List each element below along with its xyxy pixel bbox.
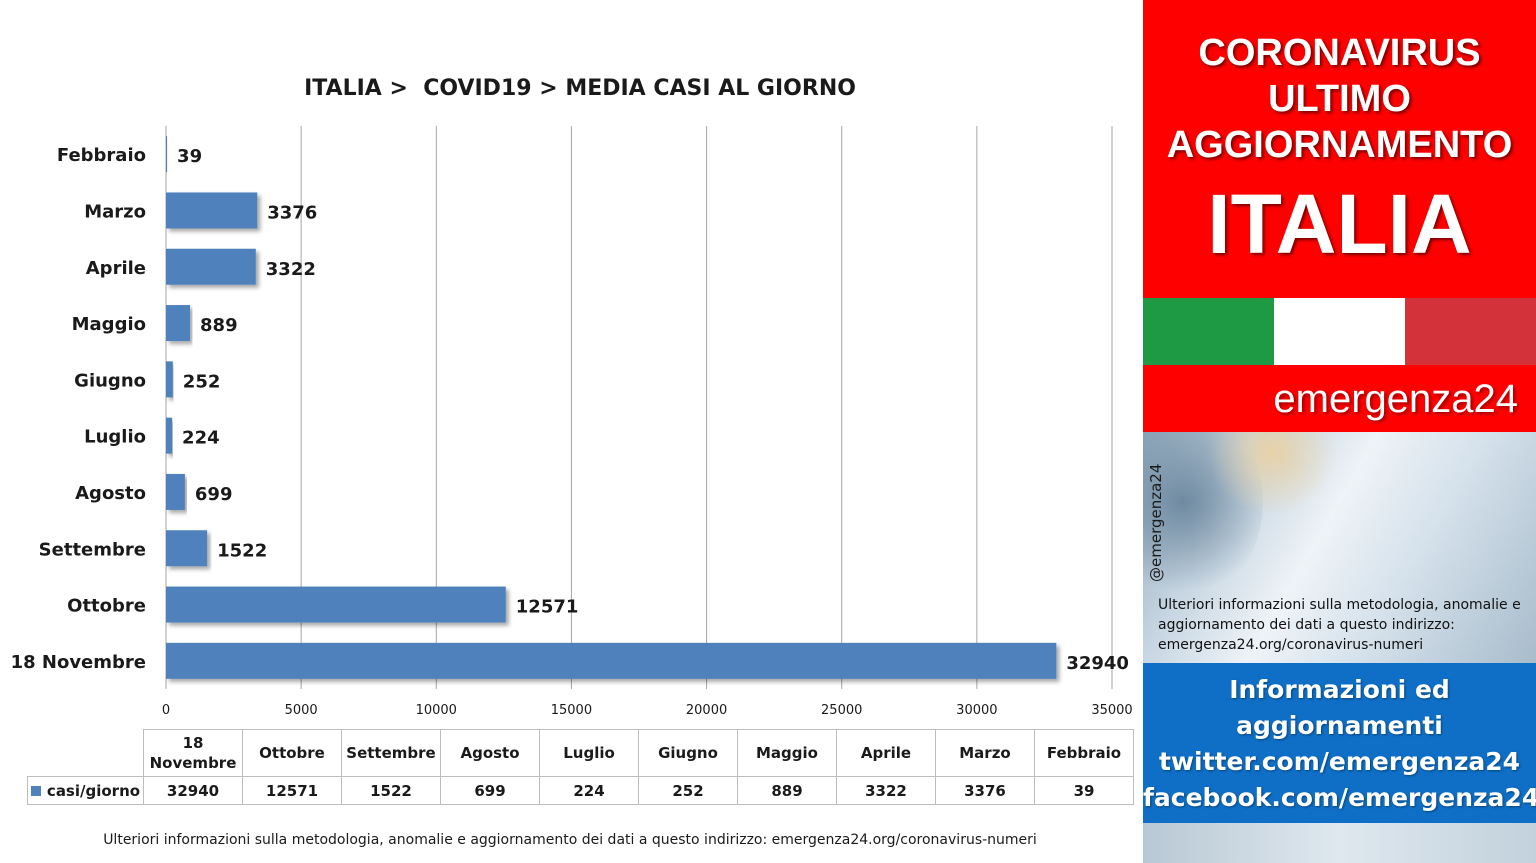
value-label: 224 — [182, 428, 220, 449]
headline-line-3: AGGIORNAMENTO — [1166, 124, 1513, 166]
bar — [166, 136, 168, 173]
value-label: 699 — [195, 484, 233, 505]
info-panel: Informazioni ed aggiornamenti twitter.co… — [1143, 663, 1536, 823]
table-column-header: Febbraio — [1034, 729, 1134, 777]
value-label: 12571 — [516, 597, 579, 618]
chart-area: ITALIA > COVID19 > MEDIA CASI AL GIORNO … — [10, 76, 1134, 848]
table-value-cell: 3376 — [935, 776, 1035, 805]
table-column-header: Maggio — [737, 729, 837, 777]
legend-swatch — [30, 786, 41, 796]
x-tick-label: 0 — [162, 703, 170, 718]
category-label: Giugno — [74, 370, 146, 391]
headline-country: ITALIA — [1207, 177, 1472, 271]
data-table: 18 Novembre Ottobre Settembre Agosto Luglio Gi… — [27, 729, 1134, 805]
table-column-header: Settembre — [341, 729, 441, 777]
category-label: Maggio — [72, 314, 146, 335]
chart-title: ITALIA > COVID19 > MEDIA CASI AL GIORNO — [304, 76, 856, 101]
legend-label: casi/giorno — [46, 781, 141, 800]
value-label: 1522 — [217, 540, 267, 561]
category-label: Settembre — [39, 539, 146, 560]
brand-panel: emergenza24 — [1143, 365, 1536, 432]
bar — [166, 417, 173, 454]
value-label: 252 — [183, 371, 221, 392]
x-tick-label: 5000 — [285, 703, 318, 718]
table-header-row: 18 Novembre Ottobre Settembre Agosto Luglio Gi… — [27, 729, 1134, 777]
sidebar: CORONAVIRUS ULTIMO AGGIORNAMENTO ITALIA … — [1143, 0, 1536, 863]
flag-red-stripe — [1405, 298, 1536, 365]
methodology-note: Ulteriori informazioni sulla metodologia… — [1158, 597, 1521, 653]
bar — [166, 361, 173, 398]
bar — [166, 530, 208, 567]
category-label: Febbraio — [57, 145, 146, 166]
bar — [166, 248, 256, 285]
headline-line-2: ULTIMO — [1268, 78, 1411, 120]
x-tick-label: 10000 — [416, 703, 457, 718]
info-line-1: Informazioni ed — [1229, 675, 1450, 704]
value-label: 889 — [200, 315, 238, 336]
headline-panel: CORONAVIRUS ULTIMO AGGIORNAMENTO ITALIA — [1143, 0, 1536, 298]
table-value-cell: 889 — [737, 776, 837, 805]
value-label: 39 — [177, 146, 202, 167]
bar — [166, 642, 1057, 679]
background-photo: @emergenza24 Ulteriori informazioni sull… — [1143, 432, 1536, 663]
table-column-header: Luglio — [539, 729, 639, 777]
category-label: Ottobre — [67, 596, 146, 617]
x-tick-label: 25000 — [821, 703, 862, 718]
x-tick-label: 15000 — [551, 703, 592, 718]
table-column-header: Giugno — [638, 729, 738, 777]
flag-white-stripe — [1274, 298, 1405, 365]
flag-green-stripe — [1143, 298, 1274, 365]
x-tick-label: 30000 — [956, 703, 997, 718]
bar — [166, 192, 258, 229]
x-tick-label: 20000 — [686, 703, 727, 718]
category-label: Aprile — [86, 258, 146, 279]
table-value-cell: 32940 — [143, 776, 243, 805]
category-label: 18 Novembre — [11, 652, 146, 673]
table-value-row: casi/giorno 32940 12571 1522 699 224 252 889 33… — [27, 776, 1134, 805]
brand-name: emergenza24 — [1273, 377, 1518, 421]
footnote: Ulteriori informazioni sulla metodologia… — [103, 832, 1037, 848]
table-value-cell: 12571 — [242, 776, 342, 805]
italian-flag — [1143, 298, 1536, 365]
bar-chart: 0 5000 10000 15000 20000 25000 30000 35000 Febbr… — [11, 126, 1133, 718]
table-value-cell: 3322 — [836, 776, 936, 805]
value-label: 3322 — [266, 259, 316, 280]
bar — [166, 473, 185, 510]
info-line-2: aggiornamenti — [1236, 711, 1443, 740]
facebook-link[interactable]: facebook.com/emergenza24 — [1143, 783, 1536, 812]
bar — [166, 586, 506, 623]
table-value-cell: 252 — [638, 776, 738, 805]
table-column-header: Ottobre — [242, 729, 342, 777]
table-column-header: Marzo — [935, 729, 1035, 777]
category-label: Luglio — [84, 427, 146, 448]
twitter-link[interactable]: twitter.com/emergenza24 — [1158, 747, 1521, 776]
category-label: Marzo — [84, 201, 146, 222]
value-label: 32940 — [1066, 653, 1129, 674]
table-value-cell: 224 — [539, 776, 639, 805]
table-corner — [27, 729, 144, 777]
table-value-cell: 699 — [440, 776, 540, 805]
table-column-header: Agosto — [440, 729, 540, 777]
table-column-header: Aprile — [836, 729, 936, 777]
headline-line-1: CORONAVIRUS — [1198, 32, 1481, 74]
category-label: Agosto — [75, 483, 146, 504]
table-legend-cell: casi/giorno — [27, 776, 144, 805]
table-column-header: 18 Novembre — [143, 729, 243, 777]
x-tick-label: 35000 — [1091, 703, 1132, 718]
table-value-cell: 1522 — [341, 776, 441, 805]
table-value-cell: 39 — [1034, 776, 1134, 805]
background-photo-bottom — [1143, 823, 1536, 863]
bar — [166, 305, 191, 342]
social-handle: @emergenza24 — [1147, 463, 1165, 582]
value-label: 3376 — [267, 202, 317, 223]
